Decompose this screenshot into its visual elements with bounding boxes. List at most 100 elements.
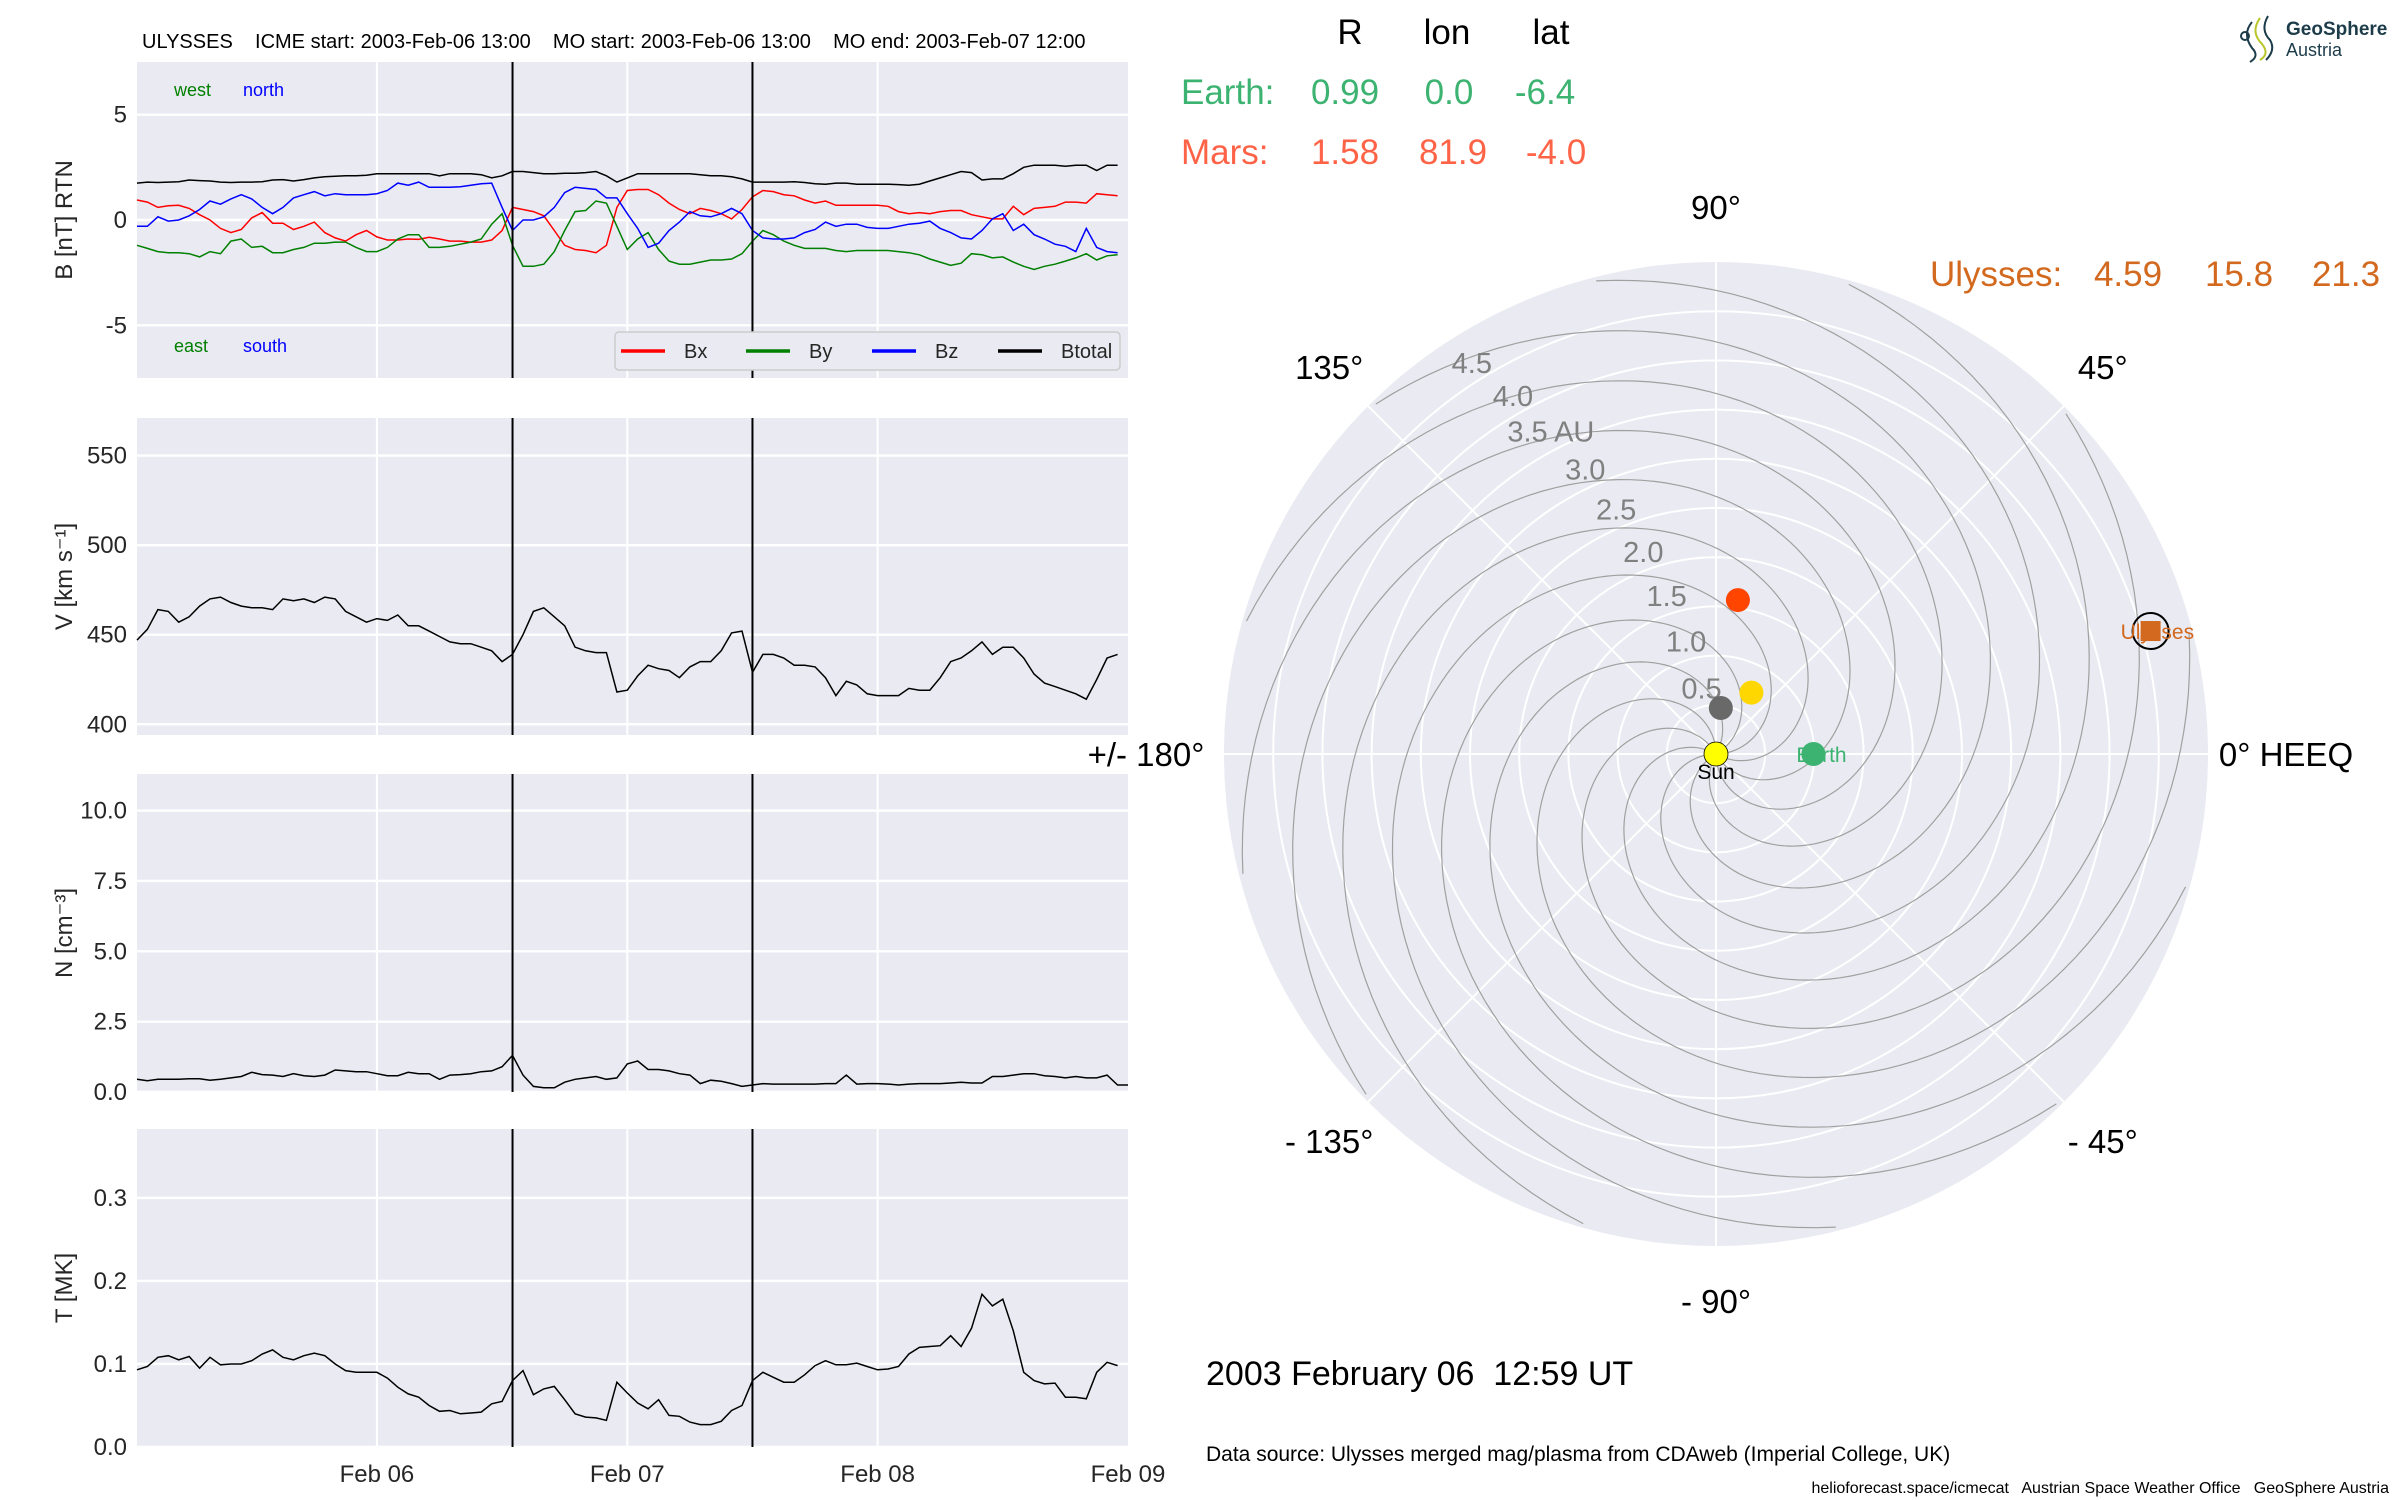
- xtick-label: Feb 06: [340, 1461, 415, 1488]
- annotation-south: south: [243, 336, 287, 356]
- annotation-east: east: [174, 336, 208, 356]
- ylabel: N [cm⁻³]: [51, 888, 78, 978]
- mars-lon: 81.9: [1419, 133, 1487, 172]
- earth-marker: [1801, 742, 1826, 766]
- earth-label: Earth: [1796, 744, 1846, 767]
- parker-spirals: [1241, 279, 2191, 1229]
- parker-spiral: [1581, 413, 2140, 1030]
- body-ulysses: Ulysses: [2121, 612, 2195, 651]
- rtick-label: 2.5: [1596, 495, 1636, 527]
- ylabel: V [km s⁻¹]: [51, 523, 78, 630]
- plot-area: [137, 774, 1128, 1092]
- event-title: ULYSSES ICME start: 2003-Feb-06 13:00 MO…: [142, 31, 1085, 53]
- row-mars: Mars: 1.58 81.9 -4.0: [1181, 133, 1586, 172]
- angle-label: 135°: [1295, 349, 1363, 386]
- ytick-label: 0.0: [94, 1079, 127, 1106]
- parker-spiral: [1596, 279, 2041, 934]
- rtick-label: 3.0: [1565, 454, 1605, 486]
- panel-speed: 400 450 500 550 V [km s⁻¹]: [51, 418, 1128, 738]
- rtick-label: 2.0: [1623, 537, 1663, 569]
- xtick-label: Feb 08: [840, 1461, 915, 1488]
- panel-density: 0.0 2.5 5.0 7.5 10.0 N [cm⁻³]: [51, 774, 1128, 1106]
- ulysses-name: Ulysses:: [1930, 255, 2062, 294]
- parker-spiral: [1375, 330, 1992, 889]
- ulysses-lon: 15.8: [2205, 255, 2273, 294]
- ytick-label: 5: [114, 102, 127, 129]
- angle-label: - 135°: [1285, 1123, 1373, 1160]
- ytick-label: 0.1: [94, 1351, 127, 1378]
- earth-r: 0.99: [1311, 73, 1379, 112]
- legend: Bx By Bz Btotal: [614, 331, 1121, 371]
- series-bz: [137, 181, 1118, 254]
- ytick-label: 550: [87, 443, 127, 470]
- angle-label: - 90°: [1681, 1283, 1751, 1320]
- earth-name: Earth:: [1181, 73, 1274, 112]
- angular-gridline: [1367, 753, 1717, 1103]
- parker-spiral: [1245, 380, 1943, 847]
- parker-spiral: [1342, 527, 1809, 1225]
- logo-line2: Austria: [2286, 40, 2343, 60]
- ytick-label: 450: [87, 622, 127, 649]
- ytick-label: 2.5: [94, 1009, 127, 1036]
- mercury-marker: [1708, 696, 1733, 721]
- venus-marker: [1739, 680, 1764, 705]
- geosphere-logo: GeoSphere Austria: [2240, 15, 2387, 63]
- ytick-label: 500: [87, 532, 127, 559]
- ulysses-highlight-ring: [2131, 612, 2170, 651]
- mars-name: Mars:: [1181, 133, 1269, 172]
- logo-line1: GeoSphere: [2286, 19, 2387, 40]
- angular-gridline: [1367, 405, 1717, 755]
- time-series-panels: 5 0 -5 B [nT] RTN west north east south Bx By Bz Bt…: [51, 62, 1165, 1488]
- ulysses-lat: 21.3: [2312, 255, 2380, 294]
- body-mars: [1725, 588, 1750, 613]
- annotation-west: west: [173, 80, 211, 100]
- angle-label: - 45°: [2068, 1123, 2138, 1160]
- ylabel: T [MK]: [51, 1253, 78, 1323]
- series-by: [136, 200, 1118, 271]
- rtick-label: 3.5 AU: [1507, 416, 1594, 448]
- ytick-label: 10.0: [80, 798, 127, 825]
- series-n: [136, 1054, 1128, 1089]
- ulysses-label: Ulysses: [2121, 621, 2195, 644]
- ytick-label: 0.3: [94, 1185, 127, 1212]
- angle-label: 45°: [2078, 349, 2128, 386]
- date-label: 2003 February 06 12:59 UT: [1206, 1355, 1633, 1393]
- ulysses-marker: [2140, 621, 2161, 642]
- legend-box: [614, 331, 1121, 371]
- data-source: Data source: Ulysses merged mag/plasma f…: [1206, 1443, 1950, 1466]
- footer-credits: helioforecast.space/icmecat Austrian Spa…: [1812, 1480, 2390, 1497]
- angle-label: 90°: [1691, 189, 1741, 226]
- parker-spiral: [1440, 619, 2057, 1178]
- ytick-label: -5: [106, 312, 127, 339]
- series-bx: [136, 188, 1118, 254]
- ytick-label: 0: [114, 207, 127, 234]
- row-ulysses: Ulysses: 4.59 15.8 21.3: [1930, 255, 2380, 294]
- parker-spiral: [1623, 283, 2090, 981]
- rtick-label: 4.0: [1493, 381, 1533, 413]
- row-earth: Earth: 0.99 0.0 -6.4: [1181, 73, 1575, 112]
- body-sun: Sun: [1697, 741, 1735, 784]
- ytick-label: 0.0: [94, 1434, 127, 1461]
- ytick-label: 5.0: [94, 938, 127, 965]
- legend-label-bx: Bx: [684, 341, 707, 363]
- col-header-lat: lat: [1533, 13, 1570, 52]
- mars-lat: -4.0: [1526, 133, 1586, 172]
- panel-b-field: 5 0 -5 B [nT] RTN west north east south Bx By Bz Bt…: [51, 62, 1128, 378]
- parker-spiral: [1536, 634, 2191, 1079]
- body-venus: [1739, 680, 1764, 705]
- logo-mark-icon: [2240, 15, 2274, 63]
- col-header-r: R: [1337, 13, 1362, 52]
- col-header-lon: lon: [1424, 13, 1471, 52]
- series-t: [136, 1292, 1118, 1426]
- ytick-label: 0.2: [94, 1268, 127, 1295]
- rtick-label: 1.0: [1666, 627, 1706, 659]
- body-mercury: [1708, 696, 1733, 721]
- parker-spiral: [1489, 661, 2187, 1128]
- sun-label: Sun: [1697, 761, 1734, 784]
- polar-plot: 0.51.01.52.02.53.03.5 AU4.04.590°45°135°…: [1088, 189, 2354, 1320]
- angular-gridline: [1715, 405, 2065, 755]
- angle-label: 0° HEEQ: [2219, 736, 2353, 773]
- angle-label: +/- 180°: [1088, 736, 1205, 773]
- plot-area: [137, 418, 1128, 735]
